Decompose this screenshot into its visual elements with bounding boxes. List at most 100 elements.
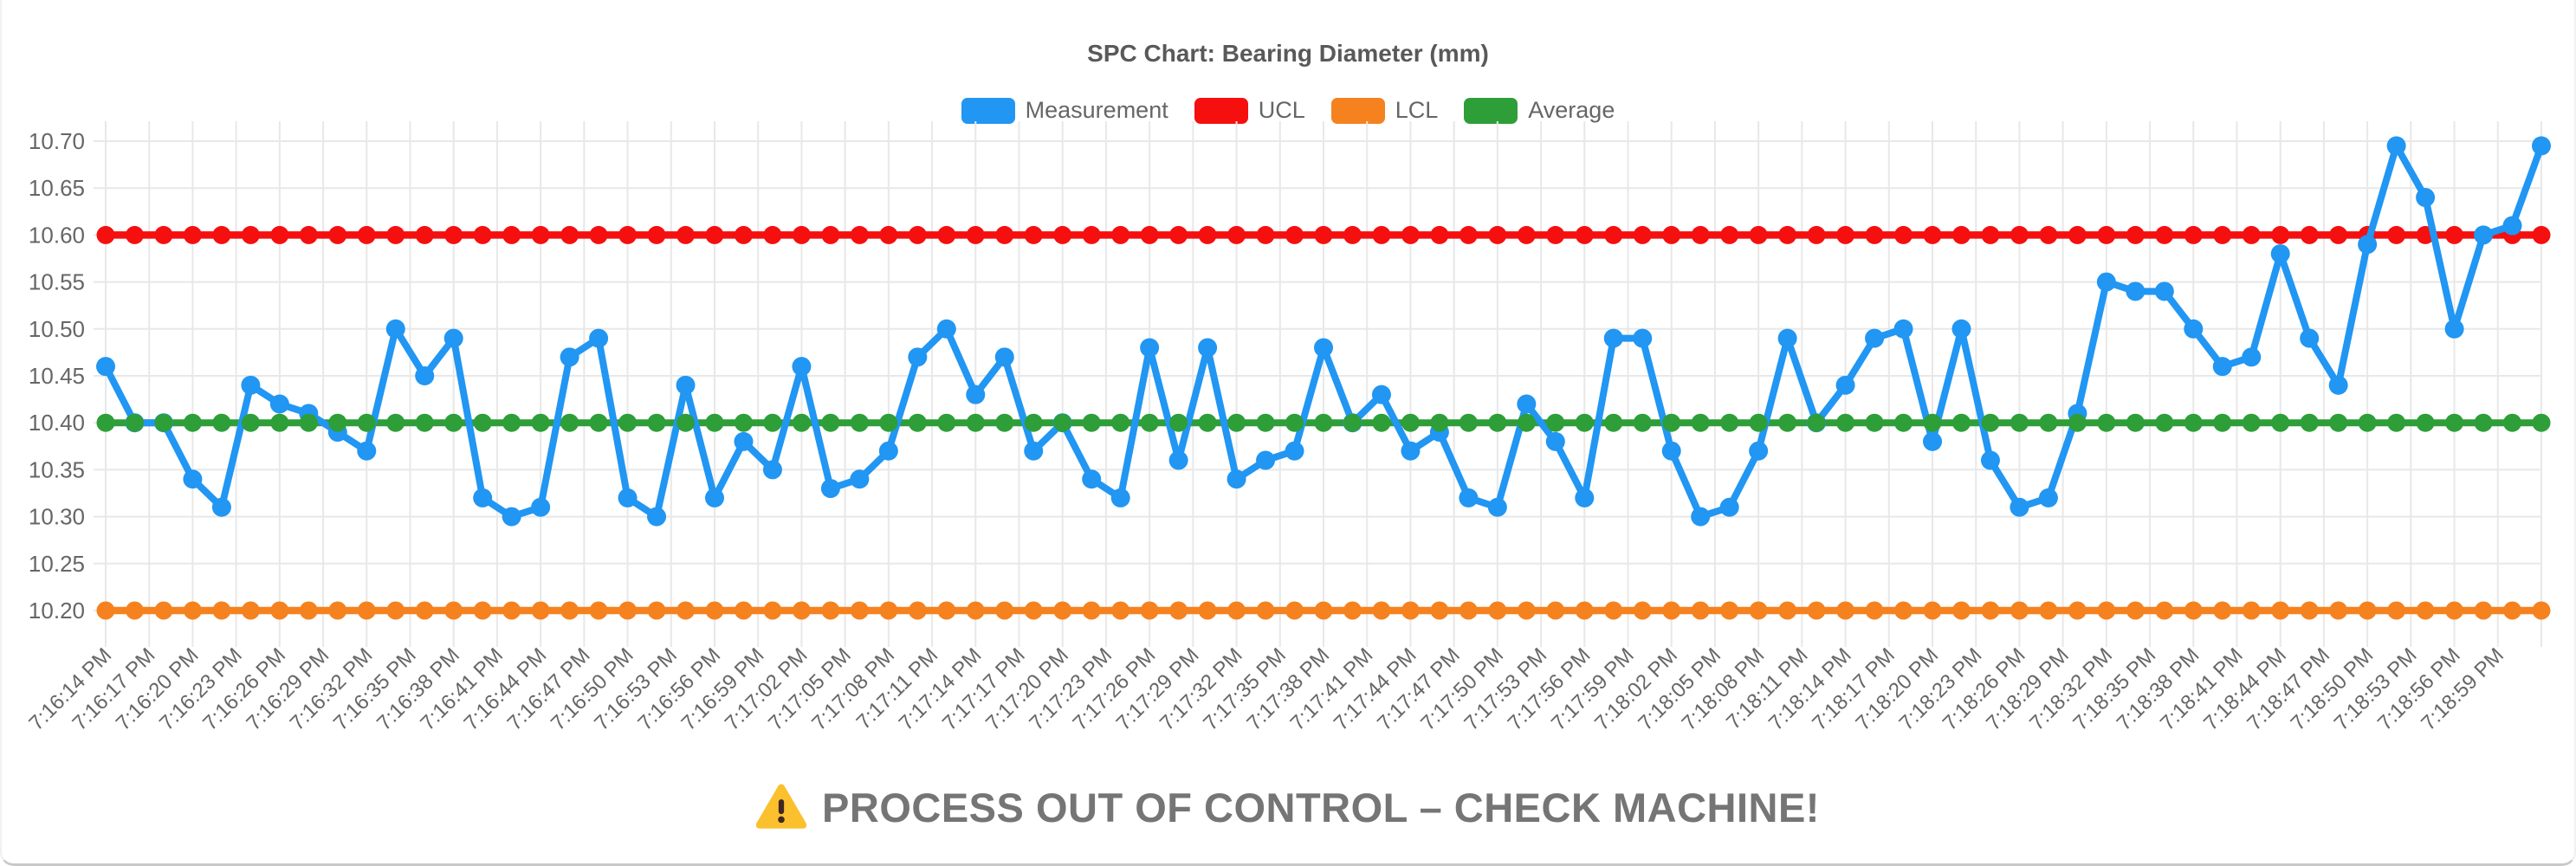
legend-item-lcl[interactable]: LCL: [1330, 97, 1438, 124]
ucl-point: [270, 225, 289, 244]
average-point: [1111, 413, 1130, 432]
lcl-point: [2416, 601, 2435, 620]
lcl-point: [2329, 601, 2348, 620]
warning-icon: [756, 784, 807, 829]
average-point: [1691, 413, 1710, 432]
lcl-point: [1720, 601, 1739, 620]
ucl-point: [966, 225, 985, 244]
lcl-point: [2039, 601, 2058, 620]
ucl-point: [879, 225, 898, 244]
measurement-point: [2444, 319, 2464, 339]
y-axis-tick-label: 10.55: [29, 269, 85, 295]
ucl-point: [1169, 225, 1188, 244]
measurement-point: [2126, 281, 2146, 301]
lcl-point: [2387, 601, 2406, 620]
ucl-point: [444, 225, 463, 244]
ucl-point: [2300, 225, 2319, 244]
lcl-point: [96, 601, 115, 620]
lcl-point: [125, 601, 144, 620]
ucl-point: [792, 225, 811, 244]
ucl-point: [560, 225, 579, 244]
measurement-point: [1633, 328, 1653, 348]
average-point: [1227, 413, 1246, 432]
ucl-point: [2271, 225, 2290, 244]
ucl-point: [2155, 225, 2174, 244]
ucl-point: [1111, 225, 1130, 244]
legend-item-measurement[interactable]: Measurement: [961, 97, 1168, 124]
legend-item-ucl[interactable]: UCL: [1194, 97, 1305, 124]
legend-item-average[interactable]: Average: [1464, 97, 1615, 124]
measurement-point: [1691, 507, 1711, 527]
measurement-point: [2328, 375, 2348, 395]
ucl-point: [1430, 225, 1449, 244]
lcl-point: [415, 601, 434, 620]
ucl-point: [1720, 225, 1739, 244]
average-point: [1488, 413, 1507, 432]
legend-swatch-ucl: [1194, 97, 1248, 124]
lcl-point: [270, 601, 289, 620]
measurement-point: [820, 479, 840, 499]
average-point: [1517, 413, 1536, 432]
ucl-point: [1836, 225, 1855, 244]
ucl-point: [1401, 225, 1420, 244]
measurement-point: [1140, 338, 1160, 358]
lcl-point: [2242, 601, 2261, 620]
average-point: [2242, 413, 2261, 432]
lcl-point: [299, 601, 318, 620]
lcl-point: [1836, 601, 1855, 620]
lcl-point: [2532, 601, 2551, 620]
lcl-point: [1517, 601, 1536, 620]
ucl-point: [154, 225, 173, 244]
lcl-point: [1227, 601, 1246, 620]
lcl-point: [647, 601, 666, 620]
average-point: [1024, 413, 1043, 432]
measurement-point: [2010, 497, 2029, 517]
ucl-point: [2213, 225, 2232, 244]
average-point: [850, 413, 869, 432]
lcl-point: [966, 601, 985, 620]
ucl-point: [1314, 225, 1333, 244]
lcl-point: [502, 601, 521, 620]
ucl-point: [1691, 225, 1710, 244]
ucl-point: [937, 225, 956, 244]
lcl-point: [1024, 601, 1043, 620]
ucl-point: [2097, 225, 2116, 244]
lcl-point: [1923, 601, 1942, 620]
ucl-point: [2532, 225, 2551, 244]
ucl-point: [2068, 225, 2087, 244]
lcl-point: [763, 601, 782, 620]
ucl-point: [618, 225, 638, 244]
measurement-point: [2300, 328, 2320, 348]
ucl-point: [1633, 225, 1652, 244]
measurement-point: [1371, 385, 1391, 404]
ucl-point: [125, 225, 144, 244]
average-point: [444, 413, 463, 432]
lcl-point: [328, 601, 347, 620]
average-point: [2300, 413, 2319, 432]
measurement-point: [1401, 441, 1421, 461]
lcl-point: [1198, 601, 1217, 620]
average-point: [502, 413, 521, 432]
measurement-point: [2184, 319, 2204, 339]
measurement-point: [1082, 469, 1102, 489]
lcl-point: [2068, 601, 2087, 620]
average-point: [357, 413, 376, 432]
y-axis-tick-label: 10.20: [29, 598, 85, 624]
y-axis-tick-label: 10.30: [29, 504, 85, 530]
ucl-point: [1662, 225, 1681, 244]
average-point: [2329, 413, 2348, 432]
average-point: [618, 413, 638, 432]
ucl-point: [589, 225, 608, 244]
measurement-point: [2154, 281, 2174, 301]
legend-swatch-lcl: [1330, 97, 1385, 124]
lcl-point: [2271, 601, 2290, 620]
average-point: [2097, 413, 2116, 432]
ucl-point: [1256, 225, 1275, 244]
lcl-point: [937, 601, 956, 620]
ucl-point: [995, 225, 1014, 244]
ucl-point: [1894, 225, 1913, 244]
y-axis-tick-label: 10.50: [29, 316, 85, 342]
y-axis-tick-label: 10.70: [29, 128, 85, 154]
average-point: [1140, 413, 1159, 432]
